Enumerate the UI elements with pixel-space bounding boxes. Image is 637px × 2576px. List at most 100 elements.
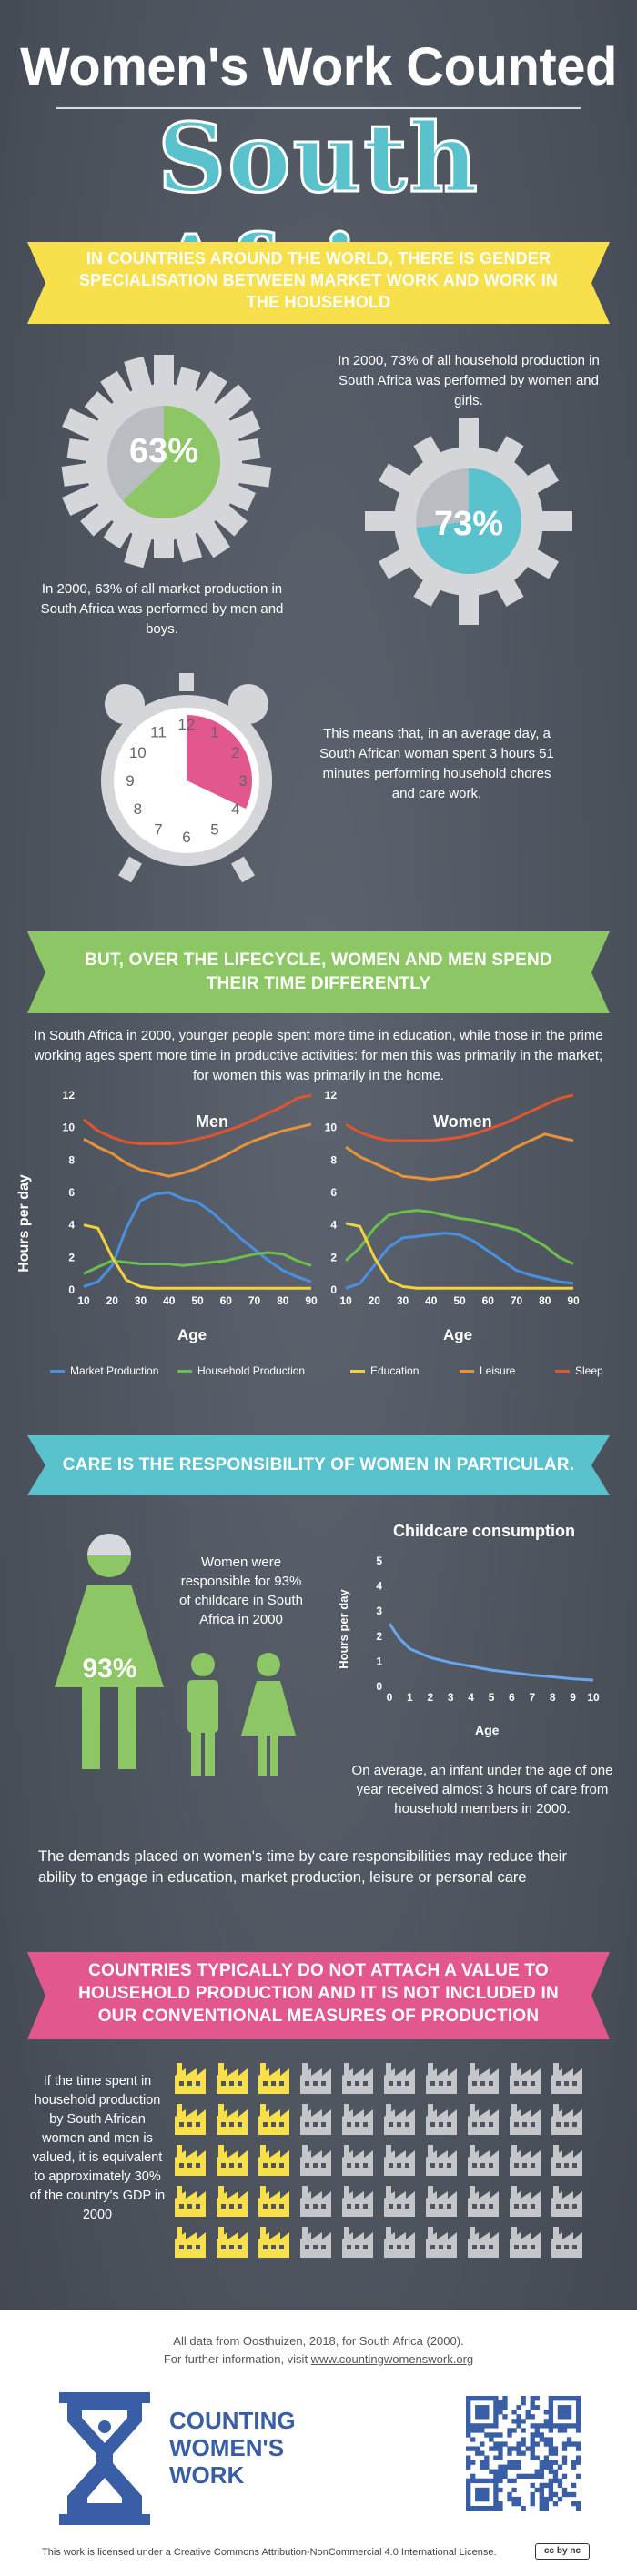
qr-code-icon[interactable] [466,2396,581,2511]
x-tick-label: 20 [369,1294,381,1307]
legend-item: Leisure [460,1364,515,1377]
x-tick-label: 7 [529,1691,535,1701]
care-demands-text: The demands placed on women's time by ca… [38,1848,567,1886]
market-gear-graphic [61,355,272,569]
clock-number: 5 [210,821,218,839]
y-tick-label: 2 [330,1251,337,1263]
banner-3-text: CARE IS THE RESPONSIBILITY OF WOMEN IN P… [62,1455,575,1474]
factory-icon [551,2227,582,2258]
clock-number: 12 [178,716,196,733]
clock-time-wedge [187,715,252,809]
factory-icon [217,2063,248,2094]
series-line-household-production [344,1209,574,1265]
factory-icon [384,2145,415,2176]
factory-icon [342,2063,373,2094]
x-tick-label: 10 [339,1294,352,1307]
cc-license-badge[interactable]: cc by nc [535,2543,590,2560]
clock-number: 10 [129,744,147,761]
share-wedge [416,468,521,574]
title-rule [56,107,581,109]
factory-icon [175,2145,206,2176]
factory-icon [342,2186,373,2217]
x-tick-label: 40 [425,1294,438,1307]
y-tick-label: 4 [376,1580,382,1593]
y-tick-label: 3 [376,1605,382,1617]
factory-icon [551,2104,582,2135]
care-women-text: Women were responsible for 93% of childc… [179,1555,303,1627]
men-chart-title: Men [196,1112,228,1131]
legend-label: Sleep [575,1364,603,1377]
y-tick-label: 4 [68,1219,75,1232]
footer-visit: For further information, visit www.count… [0,2352,637,2366]
x-tick-label: 70 [248,1294,261,1307]
factory-icon [384,2063,415,2094]
x-tick-label: 10 [587,1691,600,1701]
factory-icon [300,2186,331,2217]
x-tick-label: 50 [453,1294,466,1307]
series-line-market-production [345,1232,574,1290]
factory-icon [510,2145,541,2176]
clock-number: 9 [126,772,134,790]
factory-icon [426,2145,457,2176]
y-tick-label: 0 [68,1283,75,1296]
banner-4-shape [27,1952,610,2039]
factory-icon [426,2104,457,2135]
x-tick-label: 70 [511,1294,523,1307]
y-tick-label: 0 [376,1680,382,1693]
factory-icon [300,2104,331,2135]
y-tick-label: 6 [330,1186,337,1199]
infant-caption: On average, an infant under the age of o… [351,1763,613,1816]
footer-link[interactable]: www.countingwomenswork.org [310,2352,474,2366]
series-line-childcare [388,1623,594,1682]
y-tick-label: 8 [330,1153,337,1166]
logo-line-1: COUNTING [169,2407,296,2434]
legend-item: Sleep [555,1364,603,1377]
x-tick-label: 40 [163,1294,176,1307]
legend-item: Market Production [50,1364,158,1377]
x-tick-label: 6 [509,1691,515,1701]
series-line-leisure [83,1122,312,1178]
factory-icon [175,2227,206,2258]
legend-swatch [460,1369,474,1373]
y-tick-label: 12 [63,1089,76,1102]
factory-icon [468,2227,499,2258]
clock-number: 2 [231,744,239,761]
factory-icon [468,2186,499,2217]
factory-icon [384,2104,415,2135]
series-line-sleep [345,1093,574,1142]
banner-3-shape [27,1435,610,1495]
y-tick-label: 6 [68,1186,75,1199]
y-tick-label: 10 [325,1122,338,1134]
banner-4-text: COUNTRIES TYPICALLY DO NOT ATTACH A VALU… [78,1961,559,2026]
childcare-title: Childcare consumption [393,1522,576,1540]
factory-icon [426,2063,457,2094]
factory-icon [342,2145,373,2176]
legend-item: Education [350,1364,419,1377]
series-line-leisure [345,1132,574,1182]
factory-icon [510,2063,541,2094]
x-tick-label: 4 [468,1691,474,1701]
series-line-education [83,1223,311,1290]
banner-2-text: BUT, OVER THE LIFECYCLE, WOMEN AND MEN S… [85,951,552,993]
lifecycle-legend: Market Production Household Production Edu… [50,1364,614,1383]
factory-icon [175,2186,206,2217]
x-tick-label: 90 [567,1294,580,1307]
factory-icon [426,2186,457,2217]
factory-icon [426,2227,457,2258]
factory-icon [217,2104,248,2135]
logo-line-3: WORK [169,2461,245,2489]
series-line-sleep [83,1093,312,1145]
factory-icon [510,2227,541,2258]
legend-item: Household Production [177,1364,305,1377]
factory-icon [300,2145,331,2176]
footer-visit-prefix: For further information, visit [163,2352,311,2366]
factory-icon [384,2186,415,2217]
x-tick-label: 5 [489,1691,495,1701]
legend-label: Leisure [480,1364,516,1377]
factory-icon [300,2063,331,2094]
factory-icon [384,2227,415,2258]
legend-swatch [555,1369,570,1373]
x-tick-label: 9 [570,1691,576,1701]
banner-1-shape [27,242,610,324]
factory-icon [175,2063,206,2094]
